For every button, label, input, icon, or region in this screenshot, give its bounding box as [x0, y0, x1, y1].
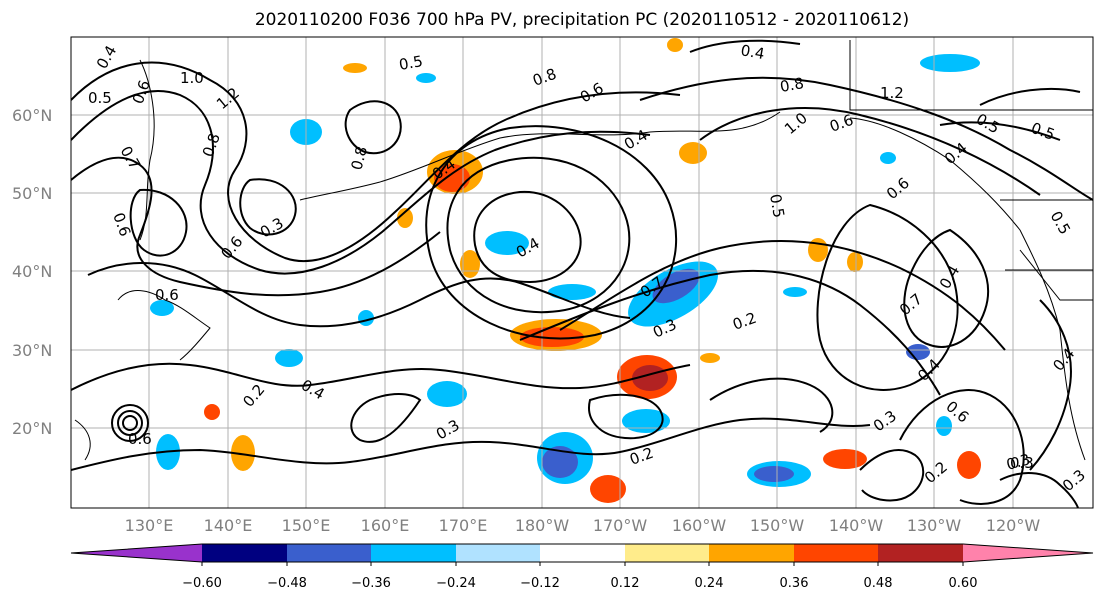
lon-label: 120°W	[986, 516, 1041, 535]
colorbar-tick-label: 0.48	[864, 576, 893, 591]
precip-patch	[343, 63, 367, 73]
contour-label: 1.2	[880, 84, 904, 102]
lon-label: 170°W	[593, 516, 648, 535]
lon-label: 150°E	[282, 516, 331, 535]
colorbar-segment	[963, 544, 1093, 562]
lon-label: 150°W	[750, 516, 805, 535]
precip-patch	[667, 38, 683, 52]
contour-label: 0.5	[766, 193, 788, 220]
colorbar-tick-label: −0.36	[351, 576, 391, 591]
pv-contours	[71, 39, 1093, 508]
map-frame	[70, 36, 1094, 509]
colorbar-tick-labels: −0.60 −0.48 −0.36 −0.24 −0.12 0.12 0.24 …	[182, 576, 977, 591]
precip-patch	[700, 353, 720, 363]
precip-patch	[150, 300, 174, 316]
lon-label: 130°W	[907, 516, 962, 535]
colorbar-ticks	[201, 562, 964, 566]
colorbar-segment	[456, 544, 540, 562]
lon-label: 130°E	[125, 516, 174, 535]
colorbar-segment	[71, 544, 202, 562]
precip-patch	[847, 252, 863, 272]
colorbar-tick-label: −0.60	[182, 576, 222, 591]
precip-patch	[679, 142, 707, 164]
latitude-labels: 60°N 50°N 40°N 30°N 20°N	[12, 106, 52, 438]
colorbar-segment	[625, 544, 709, 562]
lat-label: 40°N	[12, 262, 52, 281]
contour-label: 1.0	[180, 69, 204, 87]
lat-label: 30°N	[12, 341, 52, 360]
gridlines	[71, 37, 1093, 508]
precip-patch	[520, 327, 584, 347]
precip-patch	[808, 238, 828, 262]
lat-label: 50°N	[12, 184, 52, 203]
colorbar-segment	[709, 544, 794, 562]
colorbar-segment	[202, 544, 287, 562]
contour-label: 0.8	[779, 74, 806, 96]
precip-patch	[622, 409, 670, 433]
colorbar-segment	[540, 544, 625, 562]
contour-label: 0.3	[1010, 454, 1034, 472]
precip-patch	[204, 404, 220, 420]
contour-label: 0.6	[155, 286, 179, 304]
colorbar-segment	[371, 544, 456, 562]
contour-label: 0.6	[128, 430, 152, 448]
precip-patch	[397, 208, 413, 228]
contour-label: 0.5	[88, 89, 112, 107]
precip-patch	[936, 416, 952, 436]
lon-label: 160°W	[672, 516, 727, 535]
colorbar-tick-label: −0.12	[520, 576, 560, 591]
precip-patch	[652, 268, 700, 304]
colorbar-tick-label: 0.36	[780, 576, 809, 591]
lon-label: 140°W	[829, 516, 884, 535]
longitude-labels: 130°E 140°E 150°E 160°E 170°E 180°W 170°…	[125, 516, 1041, 535]
colorbar-segment	[794, 544, 878, 562]
precip-patch	[754, 466, 794, 482]
lon-label: 140°E	[204, 516, 253, 535]
colorbar: −0.60 −0.48 −0.36 −0.24 −0.12 0.12 0.24 …	[70, 543, 1094, 591]
precip-patch	[920, 54, 980, 72]
precip-patch	[880, 152, 896, 164]
colorbar-segments	[70, 543, 1094, 563]
precip-patch	[957, 451, 981, 479]
contour-label: 0.5	[398, 52, 425, 74]
lat-label: 20°N	[12, 419, 52, 438]
lon-label: 180°W	[515, 516, 570, 535]
colorbar-tick-label: 0.24	[695, 576, 724, 591]
colorbar-tick-label: −0.24	[436, 576, 476, 591]
precip-patch	[783, 287, 807, 297]
contour-label: 0.4	[739, 41, 766, 63]
precip-patch	[416, 73, 436, 83]
colorbar-tick-label: −0.48	[267, 576, 307, 591]
precip-patch	[485, 231, 529, 255]
precip-patch	[434, 164, 470, 192]
precip-patch	[590, 475, 626, 503]
contour-label: 0.3	[1004, 450, 1032, 474]
map-panel: 0.4 0.5 1.0 0.6 1.2 0.7 0.8 0.5 0.6 0.8 …	[70, 36, 1094, 509]
colorbar-tick-label: 0.12	[611, 576, 640, 591]
map-title: 2020110200 F036 700 hPa PV, precipitatio…	[255, 10, 909, 30]
precip-patch	[427, 381, 467, 407]
lat-label: 60°N	[12, 106, 52, 125]
precip-patch	[542, 446, 578, 478]
colorbar-segment	[878, 544, 963, 562]
colorbar-tick-label: 0.60	[949, 576, 978, 591]
precip-patch	[275, 349, 303, 367]
precip-patch	[823, 449, 867, 469]
lon-label: 170°E	[439, 516, 488, 535]
colorbar-segment	[287, 544, 371, 562]
lon-label: 160°E	[361, 516, 410, 535]
contour-label: 0.8	[347, 144, 371, 172]
precip-patch	[231, 435, 255, 471]
precip-patch	[548, 284, 596, 300]
coastlines	[74, 40, 1093, 461]
